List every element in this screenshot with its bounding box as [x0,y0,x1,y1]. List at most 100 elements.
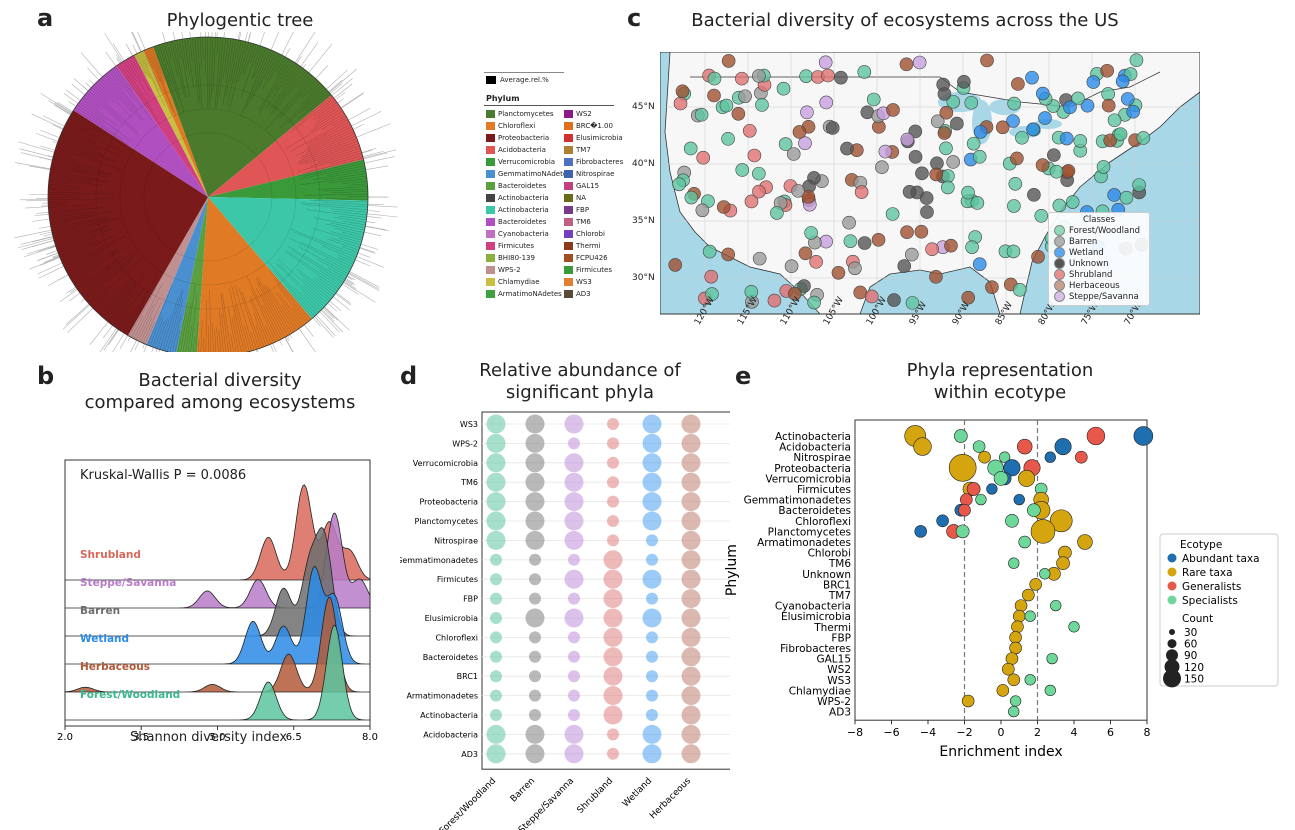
site-point [840,142,853,155]
site-point [819,56,832,69]
abundance-dot [529,651,541,663]
site-point [867,93,880,106]
phylum-legend-item: Verrucomicrobia [486,156,571,168]
site-point [926,243,939,256]
site-point [674,97,687,110]
site-point [708,72,721,85]
legend-swatch [564,110,573,118]
row-label: Firmicutes [437,575,478,584]
site-point [920,206,933,219]
enrichment-point [976,494,987,505]
site-point [872,233,885,246]
phylogenetic-tree [0,32,480,352]
lat-tick-label: 30°N [632,273,655,283]
site-point [832,266,845,279]
legend-label: Actinobacteria [498,206,549,214]
legend-title: Ecotype [1180,539,1222,551]
site-point [996,121,1009,134]
x-tick-label: 2 [1034,726,1041,739]
site-point [810,255,823,268]
count-label: 150 [1184,673,1204,685]
site-point [967,137,980,150]
phylum-legend-item: Actinobacteria [486,204,571,216]
site-point [785,260,798,273]
site-point [826,121,839,134]
abundance-dot [526,512,545,531]
abundance-dot [643,744,662,763]
legend-swatch [564,278,573,286]
enrichment-point [914,438,932,456]
legend-label: Elusimicrobia [576,134,623,142]
site-point [685,191,698,204]
enrich-xlabel: Enrichment index [939,744,1062,760]
abundance-dot [607,515,619,527]
phylum-legend-item: TM6 [564,216,623,228]
enrichment-point [1018,470,1034,486]
ecotype-swatch [1168,554,1177,563]
abundance-dot [529,554,541,566]
site-point [748,149,761,162]
abundance-dot [487,434,506,453]
phylum-legend-item: Planctomycetes [486,108,571,120]
x-tick-label: −4 [920,726,936,739]
column-label: Wetland [621,776,654,809]
legend-swatch [564,122,573,130]
abundance-dot [682,531,701,550]
row-label: Gemmatimonadetes [400,556,478,565]
map-legend-item: Unknown [1054,258,1149,269]
phylum-legend-item: WPS-2 [486,264,571,276]
abundance-dot [565,512,584,531]
abundance-dot [526,609,545,628]
site-point [722,54,735,67]
column-label: Barren [509,776,537,804]
site-point [1087,76,1100,89]
legend-label: FCPU426 [576,254,608,262]
legend-label: BHI80-139 [498,254,535,262]
abundance-dot [568,651,580,663]
site-point [903,185,916,198]
site-point [770,206,783,219]
phylum-legend-item: WS2 [564,108,623,120]
enrichment-point [1045,685,1056,696]
abundance-dot [568,554,580,566]
site-point [905,248,918,261]
panel-letter-e: e [735,362,751,390]
enrichment-point [1010,631,1022,643]
enrichment-point [1010,642,1022,654]
legend-swatch [486,206,495,214]
legend-swatch [564,206,573,214]
abundance-dot [646,631,658,643]
map-legend-item: Herbaceous [1054,280,1149,291]
abundance-dot [682,647,701,666]
abundance-dot [565,609,584,628]
legend-label: Bacteroidetes [498,218,546,226]
site-point [834,71,847,84]
site-point [735,72,748,85]
abundance-dot [643,725,662,744]
enrichment-point [959,504,971,516]
legend-swatch [486,110,495,118]
legend-label: Planctomycetes [498,110,554,118]
abundance-dot [565,570,584,589]
site-point [941,181,954,194]
abundance-dot-plot: WS3WPS-2VerrucomicrobiaTM6Proteobacteria… [400,410,730,830]
abundance-dot [604,647,623,666]
site-point [939,142,952,155]
legend-label: Proteobacteria [498,134,549,142]
abundance-dot [682,706,701,725]
abundance-dot [646,670,658,682]
site-point [909,150,922,163]
phylum-legend-item: NA [564,192,623,204]
abundance-dot [529,690,541,702]
enrichment-point [1078,535,1093,550]
map-legend-label: Forest/Woodland [1069,226,1140,236]
panel-c-title: Bacterial diversity of ecosystems across… [655,10,1155,32]
abundance-dot [607,457,619,469]
site-point [752,69,765,82]
site-point [669,258,682,271]
map-legend-label: Steppe/Savanna [1069,292,1139,302]
abundance-dot [568,437,580,449]
enrichment-point [1025,611,1036,622]
abundance-dot [565,725,584,744]
enrichment-point [1011,621,1023,633]
